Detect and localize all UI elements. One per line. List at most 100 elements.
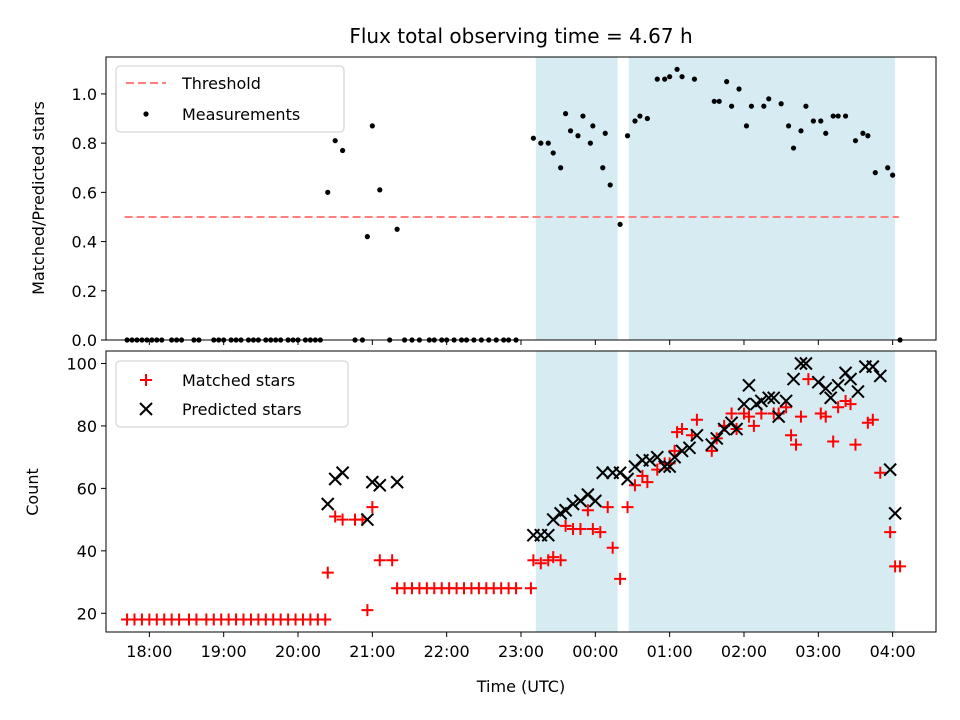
measurement-point-92 bbox=[761, 103, 767, 109]
predicted-star-point-23 bbox=[643, 453, 657, 467]
matched-star-point-69 bbox=[628, 479, 641, 492]
matched-star-point-61 bbox=[574, 522, 587, 535]
matched-star-point-77 bbox=[676, 423, 689, 436]
predicted-star-point-17 bbox=[596, 466, 610, 480]
measurement-point-69 bbox=[587, 140, 593, 146]
measurement-point-96 bbox=[790, 145, 797, 151]
measurement-point-107 bbox=[865, 133, 871, 139]
matched-star-point-80 bbox=[705, 444, 718, 457]
legend-predicted-swatch bbox=[139, 402, 153, 416]
measurement-point-66 bbox=[567, 128, 574, 134]
bottom-x-tick-label-4: 22:00 bbox=[424, 642, 470, 661]
measurement-point-42 bbox=[394, 226, 400, 232]
matched-star-point-108 bbox=[894, 560, 907, 573]
bottom-y-tick-label-1: 40 bbox=[77, 542, 97, 561]
matched-star-point-55 bbox=[534, 557, 547, 570]
predicted-star-point-32 bbox=[710, 431, 724, 446]
top-shaded-intervals bbox=[535, 57, 896, 340]
measurement-point-71 bbox=[600, 165, 606, 171]
measurement-point-61 bbox=[538, 140, 544, 146]
matched-star-point-29 bbox=[336, 513, 349, 526]
predicted-star-point-28 bbox=[675, 444, 689, 458]
measurement-point-93 bbox=[766, 96, 772, 102]
measurement-point-97 bbox=[798, 128, 804, 134]
measurement-point-100 bbox=[818, 118, 824, 124]
predicted-star-point-3 bbox=[360, 512, 375, 527]
top-y-ticks: 0.0 0.2 0.4 0.6 0.8 1.0 bbox=[72, 85, 106, 350]
matched-star-point-67 bbox=[614, 572, 627, 585]
bottom-x-tick-label-6: 00:00 bbox=[572, 642, 618, 661]
predicted-star-point-55 bbox=[866, 359, 880, 374]
count-panel: 20 40 60 80 100 18:00 19:00 20:00 21:00 22:00 23:… bbox=[23, 350, 937, 696]
matched-star-point-95 bbox=[802, 373, 815, 386]
matched-star-point-106 bbox=[884, 526, 897, 539]
measurement-point-39 bbox=[369, 123, 375, 129]
measurement-point-73 bbox=[607, 182, 613, 188]
measurement-point-89 bbox=[736, 86, 742, 92]
measurement-point-81 bbox=[667, 74, 673, 80]
matched-star-point-102 bbox=[849, 438, 862, 451]
predicted-star-point-58 bbox=[888, 506, 902, 521]
measurement-point-110 bbox=[890, 172, 896, 178]
predicted-star-point-56 bbox=[873, 369, 887, 383]
top-y-tick-label-0: 0.0 bbox=[72, 331, 97, 350]
predicted-star-point-26 bbox=[662, 459, 677, 474]
top-y-tick-label-5: 1.0 bbox=[72, 85, 97, 104]
bottom-y-tick-label-2: 60 bbox=[77, 479, 97, 498]
measurement-point-104 bbox=[842, 113, 849, 119]
measurement-point-77 bbox=[637, 113, 643, 119]
top-shaded-interval-0 bbox=[535, 57, 618, 340]
measurement-point-68 bbox=[580, 113, 586, 119]
bottom-x-tick-label-5: 23:00 bbox=[498, 642, 544, 661]
bottom-x-tick-label-8: 02:00 bbox=[721, 642, 767, 661]
matched-star-point-70 bbox=[636, 469, 649, 482]
measurement-point-40 bbox=[377, 187, 383, 193]
matched-stars-series bbox=[121, 373, 907, 626]
predicted-star-point-37 bbox=[742, 378, 756, 393]
measurement-point-108 bbox=[872, 170, 878, 176]
legend-matched-label: Matched stars bbox=[182, 371, 295, 390]
measurement-point-94 bbox=[778, 101, 784, 107]
predicted-star-point-44 bbox=[786, 372, 801, 386]
measurement-point-88 bbox=[728, 103, 735, 109]
measurement-point-86 bbox=[716, 98, 722, 104]
top-y-tick-label-4: 0.8 bbox=[72, 134, 97, 153]
measurement-point-101 bbox=[823, 130, 829, 136]
matched-star-point-105 bbox=[874, 466, 887, 479]
measurement-point-85 bbox=[711, 98, 717, 104]
measurement-point-109 bbox=[885, 165, 891, 171]
measurement-point-82 bbox=[674, 66, 680, 72]
predicted-star-point-35 bbox=[729, 422, 744, 436]
measurement-point-79 bbox=[654, 76, 660, 82]
bottom-x-tick-label-10: 04:00 bbox=[870, 642, 916, 661]
x-axis-label: Time (UTC) bbox=[476, 677, 565, 696]
matched-star-point-79 bbox=[690, 413, 703, 426]
top-y-tick-label-1: 0.2 bbox=[72, 282, 97, 301]
bottom-y-ticks: 20 40 60 80 100 bbox=[66, 354, 106, 623]
bottom-y-tick-label-0: 20 bbox=[77, 604, 97, 623]
matched-star-point-35 bbox=[386, 554, 399, 567]
predicted-star-point-5 bbox=[373, 478, 387, 492]
matched-star-point-52 bbox=[510, 582, 523, 595]
matched-star-point-97 bbox=[819, 410, 832, 423]
predicted-star-point-45 bbox=[794, 356, 808, 371]
predicted-star-point-46 bbox=[799, 356, 813, 371]
measurement-point-87 bbox=[724, 79, 730, 85]
matched-star-point-98 bbox=[827, 435, 840, 448]
top-shaded-interval-1 bbox=[628, 57, 896, 340]
matched-star-point-101 bbox=[844, 398, 857, 411]
bottom-x-tick-label-2: 20:00 bbox=[275, 642, 321, 661]
top-y-axis-label: Matched/Predicted stars bbox=[29, 101, 48, 295]
matched-star-point-86 bbox=[742, 410, 755, 423]
legend-measurements-label: Measurements bbox=[182, 105, 300, 124]
matched-star-point-91 bbox=[780, 401, 793, 414]
matched-star-point-92 bbox=[785, 429, 798, 442]
predicted-star-point-36 bbox=[737, 397, 751, 411]
measurement-point-98 bbox=[803, 103, 809, 109]
measurement-point-91 bbox=[748, 103, 755, 109]
predicted-star-point-48 bbox=[819, 381, 833, 396]
predicted-star-point-2 bbox=[335, 466, 350, 480]
measurement-point-65 bbox=[562, 111, 569, 117]
ratio-panel: 0.0 0.2 0.4 0.6 0.8 1.0 Matched/Predicted sta… bbox=[29, 56, 937, 350]
